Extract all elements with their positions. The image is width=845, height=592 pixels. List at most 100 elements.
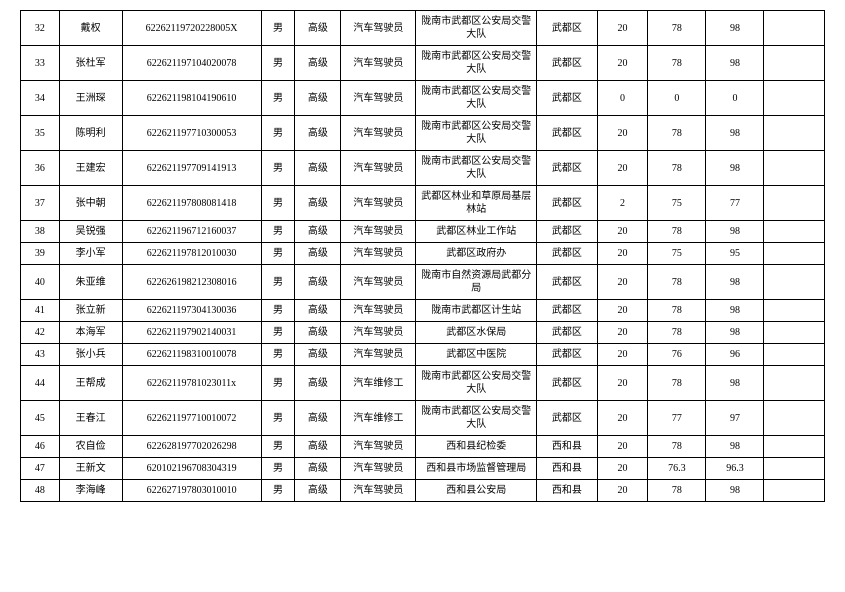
cell-n1: 20	[597, 243, 648, 265]
cell-job: 汽车驾驶员	[341, 221, 416, 243]
cell-n1: 20	[597, 46, 648, 81]
table-row: 42本海军622621197902140031男高级汽车驾驶员武都区水保局武都区…	[21, 322, 825, 344]
cell-n2: 78	[648, 151, 706, 186]
cell-n2: 76.3	[648, 458, 706, 480]
cell-region: 武都区	[537, 46, 597, 81]
cell-id: 622621197812010030	[122, 243, 261, 265]
cell-n3: 95	[706, 243, 764, 265]
cell-unit: 陇南市武都区公安局交警大队	[416, 151, 537, 186]
cell-level: 高级	[295, 366, 341, 401]
cell-id: 622626198212308016	[122, 265, 261, 300]
cell-n2: 77	[648, 401, 706, 436]
cell-name: 陈明利	[59, 116, 122, 151]
cell-region: 武都区	[537, 401, 597, 436]
cell-gender: 男	[261, 401, 295, 436]
cell-id: 622628197702026298	[122, 436, 261, 458]
cell-n3: 98	[706, 116, 764, 151]
cell-n3: 98	[706, 151, 764, 186]
cell-n2: 78	[648, 11, 706, 46]
cell-n1: 20	[597, 300, 648, 322]
cell-gender: 男	[261, 186, 295, 221]
cell-region: 武都区	[537, 322, 597, 344]
cell-region: 西和县	[537, 436, 597, 458]
cell-idx: 47	[21, 458, 60, 480]
cell-name: 张小兵	[59, 344, 122, 366]
cell-idx: 40	[21, 265, 60, 300]
cell-unit: 西和县公安局	[416, 480, 537, 502]
cell-gender: 男	[261, 480, 295, 502]
cell-n2: 75	[648, 186, 706, 221]
cell-id: 622621197902140031	[122, 322, 261, 344]
cell-name: 张立新	[59, 300, 122, 322]
cell-region: 武都区	[537, 344, 597, 366]
cell-idx: 41	[21, 300, 60, 322]
table-row: 39李小军622621197812010030男高级汽车驾驶员武都区政府办武都区…	[21, 243, 825, 265]
cell-n3: 97	[706, 401, 764, 436]
cell-id: 622621197808081418	[122, 186, 261, 221]
cell-unit: 西和县纪检委	[416, 436, 537, 458]
cell-n1: 0	[597, 81, 648, 116]
cell-unit: 陇南市武都区计生站	[416, 300, 537, 322]
cell-region: 武都区	[537, 265, 597, 300]
cell-n3: 96.3	[706, 458, 764, 480]
cell-unit: 陇南市武都区公安局交警大队	[416, 81, 537, 116]
cell-level: 高级	[295, 151, 341, 186]
cell-n3: 98	[706, 480, 764, 502]
cell-blank	[764, 46, 825, 81]
cell-n1: 20	[597, 480, 648, 502]
cell-blank	[764, 116, 825, 151]
data-table: 32戴权62262119720228005X男高级汽车驾驶员陇南市武都区公安局交…	[20, 10, 825, 502]
cell-n2: 76	[648, 344, 706, 366]
cell-name: 本海军	[59, 322, 122, 344]
cell-unit: 陇南市武都区公安局交警大队	[416, 116, 537, 151]
cell-id: 622621197304130036	[122, 300, 261, 322]
cell-gender: 男	[261, 116, 295, 151]
cell-blank	[764, 11, 825, 46]
cell-n3: 77	[706, 186, 764, 221]
cell-level: 高级	[295, 480, 341, 502]
cell-idx: 48	[21, 480, 60, 502]
table-row: 33张杜军622621197104020078男高级汽车驾驶员陇南市武都区公安局…	[21, 46, 825, 81]
cell-n2: 78	[648, 366, 706, 401]
cell-blank	[764, 221, 825, 243]
cell-unit: 武都区林业和草原局基层林站	[416, 186, 537, 221]
cell-job: 汽车驾驶员	[341, 116, 416, 151]
cell-level: 高级	[295, 46, 341, 81]
cell-unit: 陇南市自然资源局武都分局	[416, 265, 537, 300]
cell-name: 农自俭	[59, 436, 122, 458]
cell-region: 西和县	[537, 480, 597, 502]
cell-blank	[764, 366, 825, 401]
cell-unit: 西和县市场监督管理局	[416, 458, 537, 480]
cell-region: 武都区	[537, 186, 597, 221]
cell-idx: 39	[21, 243, 60, 265]
cell-id: 622621198310010078	[122, 344, 261, 366]
cell-n1: 20	[597, 436, 648, 458]
cell-name: 吴锐强	[59, 221, 122, 243]
cell-name: 李海峰	[59, 480, 122, 502]
cell-name: 张中朝	[59, 186, 122, 221]
cell-job: 汽车驾驶员	[341, 480, 416, 502]
cell-n3: 98	[706, 265, 764, 300]
cell-gender: 男	[261, 458, 295, 480]
cell-n1: 20	[597, 151, 648, 186]
cell-idx: 38	[21, 221, 60, 243]
cell-job: 汽车驾驶员	[341, 436, 416, 458]
cell-n1: 20	[597, 221, 648, 243]
cell-region: 西和县	[537, 458, 597, 480]
cell-idx: 32	[21, 11, 60, 46]
cell-level: 高级	[295, 265, 341, 300]
cell-n1: 20	[597, 265, 648, 300]
table-row: 38吴锐强622621196712160037男高级汽车驾驶员武都区林业工作站武…	[21, 221, 825, 243]
cell-level: 高级	[295, 221, 341, 243]
cell-idx: 33	[21, 46, 60, 81]
cell-gender: 男	[261, 265, 295, 300]
cell-idx: 34	[21, 81, 60, 116]
cell-gender: 男	[261, 81, 295, 116]
cell-job: 汽车驾驶员	[341, 344, 416, 366]
cell-job: 汽车维修工	[341, 366, 416, 401]
cell-job: 汽车驾驶员	[341, 186, 416, 221]
cell-blank	[764, 151, 825, 186]
cell-n1: 20	[597, 322, 648, 344]
cell-blank	[764, 480, 825, 502]
cell-level: 高级	[295, 186, 341, 221]
